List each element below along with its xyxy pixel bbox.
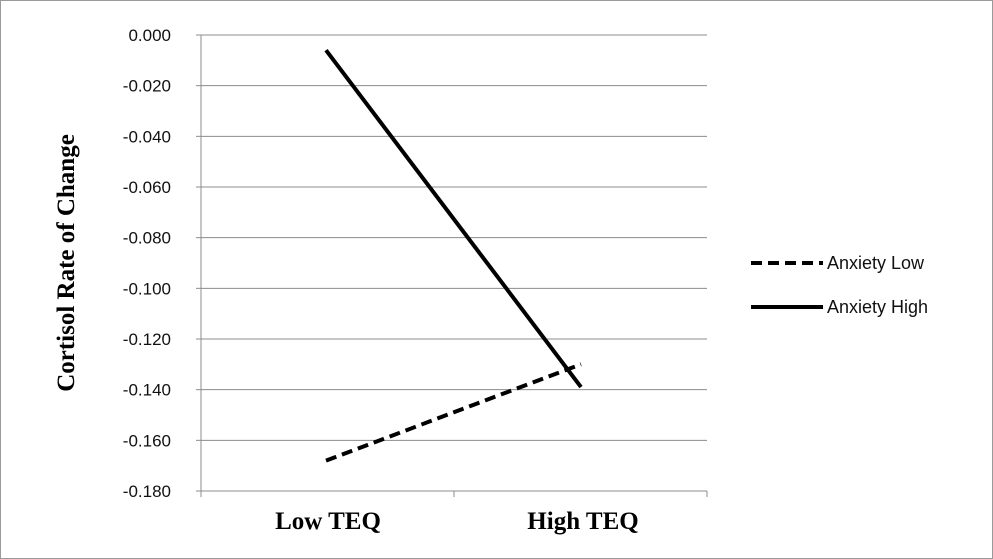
- y-tick-label: 0.000: [128, 26, 171, 45]
- series-line-anxiety-high: [324, 48, 583, 389]
- y-tick-label: -0.060: [123, 178, 171, 197]
- y-tick-label: -0.120: [123, 330, 171, 349]
- y-tick-label: -0.140: [123, 381, 171, 400]
- legend-label: Anxiety Low: [827, 253, 925, 273]
- y-tick-label: -0.180: [123, 482, 171, 501]
- x-category-label: High TEQ: [527, 508, 638, 535]
- y-tick-label: -0.160: [123, 431, 171, 450]
- legend: Anxiety Low Anxiety High: [751, 253, 928, 317]
- legend-label: Anxiety High: [827, 297, 928, 317]
- gridlines: [201, 34, 707, 441]
- y-tick-labels: 0.000 -0.020 -0.040 -0.060 -0.080 -0.100 -0.12…: [123, 26, 171, 501]
- series-lines: [324, 48, 583, 463]
- axes: [196, 34, 708, 497]
- y-tick-label: -0.080: [123, 229, 171, 248]
- x-category-label: Low TEQ: [275, 508, 381, 535]
- y-axis-title: Cortisol Rate of Change: [53, 134, 80, 392]
- x-category-labels: Low TEQ High TEQ: [275, 508, 639, 535]
- y-tick-label: -0.020: [123, 77, 171, 96]
- series-line-anxiety-low: [325, 362, 582, 463]
- y-tick-label: -0.040: [123, 127, 171, 146]
- y-tick-label: -0.100: [123, 279, 171, 298]
